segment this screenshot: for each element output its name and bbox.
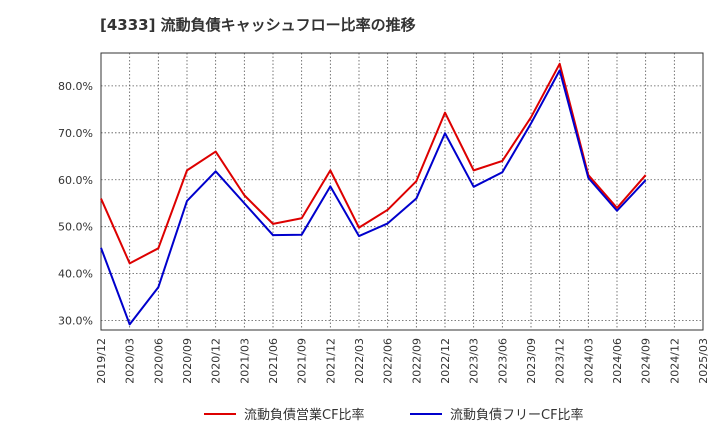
x-tick-label: 2024/06 bbox=[611, 338, 624, 384]
chart-title: [4333] 流動負債キャッシュフロー比率の推移 bbox=[100, 16, 416, 34]
x-tick-label: 2019/12 bbox=[95, 338, 108, 384]
x-tick-label: 2020/09 bbox=[181, 338, 194, 384]
x-tick-label: 2024/09 bbox=[640, 338, 653, 384]
x-tick-label: 2021/06 bbox=[267, 338, 280, 384]
y-tick-label: 80.0% bbox=[58, 80, 93, 93]
y-tick-label: 50.0% bbox=[58, 221, 93, 234]
plot-area bbox=[101, 53, 703, 330]
y-tick-label: 40.0% bbox=[58, 268, 93, 281]
x-tick-label: 2024/12 bbox=[668, 338, 681, 384]
x-tick-label: 2023/12 bbox=[554, 338, 567, 384]
plot-border bbox=[100, 52, 704, 331]
x-tick-label: 2024/03 bbox=[582, 338, 595, 384]
x-tick-label: 2023/03 bbox=[468, 338, 481, 384]
x-tick-label: 2022/03 bbox=[353, 338, 366, 384]
x-tick-label: 2020/03 bbox=[124, 338, 137, 384]
x-tick-label: 2021/09 bbox=[296, 338, 309, 384]
y-tick-label: 60.0% bbox=[58, 174, 93, 187]
x-tick-label: 2020/12 bbox=[210, 338, 223, 384]
legend-label-2: 流動負債フリーCF比率 bbox=[450, 407, 584, 423]
x-tick-label: 2021/03 bbox=[238, 338, 251, 384]
series-line-2 bbox=[100, 69, 647, 326]
y-tick-label: 70.0% bbox=[58, 127, 93, 140]
legend-label-1: 流動負債営業CF比率 bbox=[244, 407, 365, 423]
x-tick-label: 2025/03 bbox=[697, 338, 710, 384]
x-tick-label: 2023/06 bbox=[496, 338, 509, 384]
x-tick-label: 2022/06 bbox=[382, 338, 395, 384]
x-tick-label: 2021/12 bbox=[324, 338, 337, 384]
x-tick-label: 2020/06 bbox=[152, 338, 165, 384]
y-tick-label: 30.0% bbox=[58, 315, 93, 328]
x-tick-label: 2022/12 bbox=[439, 338, 452, 384]
series-line-1 bbox=[100, 62, 647, 265]
x-tick-label: 2023/09 bbox=[525, 338, 538, 384]
x-tick-label: 2022/09 bbox=[410, 338, 423, 384]
